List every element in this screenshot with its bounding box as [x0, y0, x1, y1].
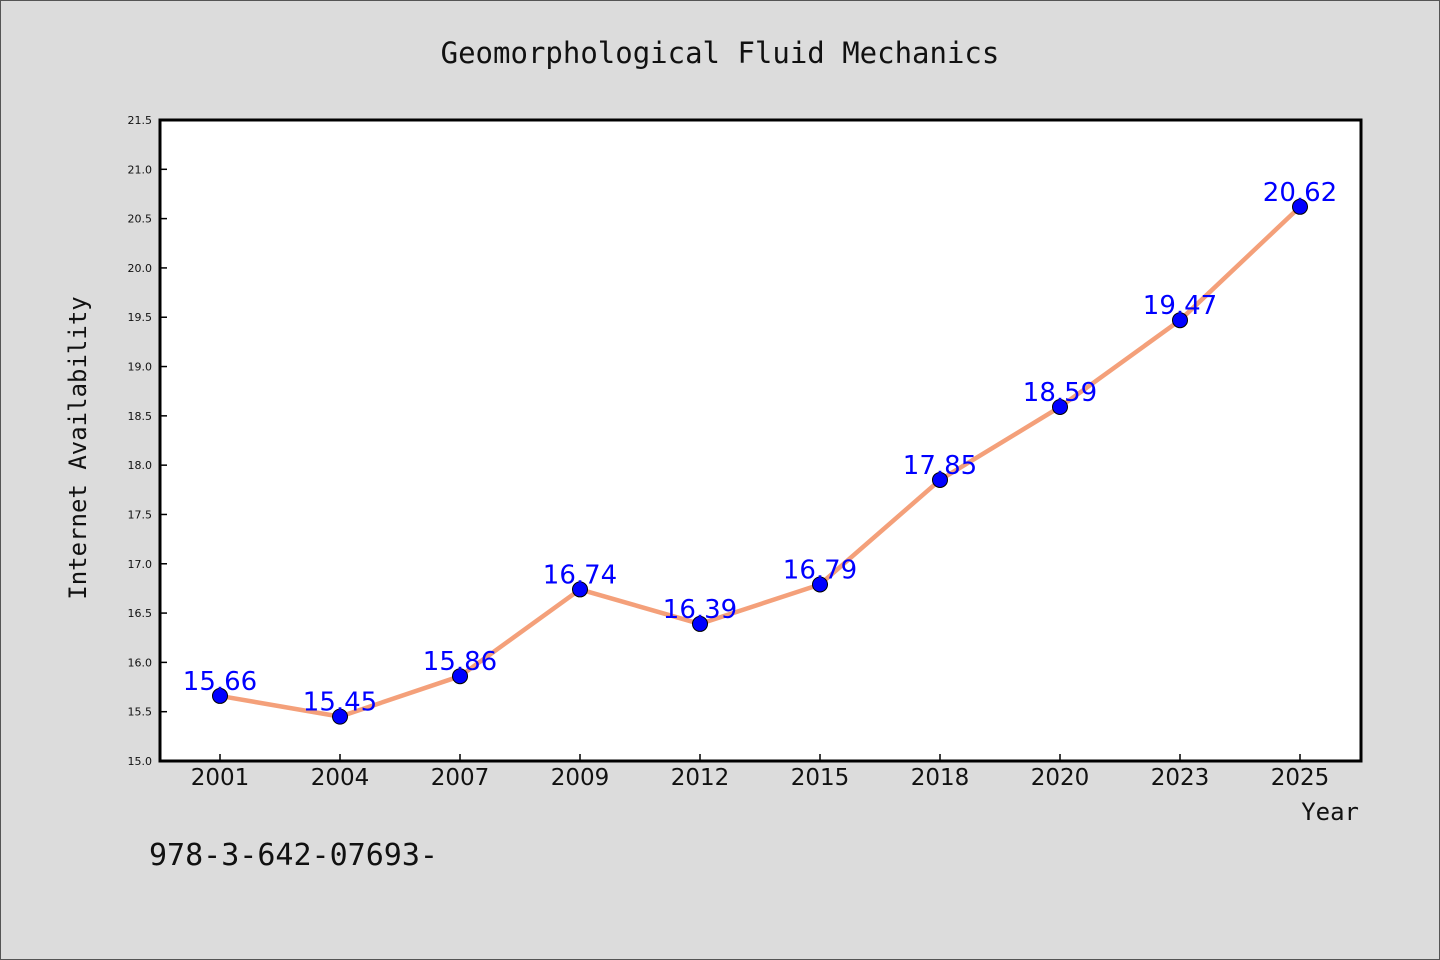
x-tick-label: 2007 [431, 765, 490, 791]
y-tick-label: 19.0 [128, 361, 153, 374]
data-label: 15.66 [183, 667, 257, 697]
data-label: 17.85 [903, 451, 977, 481]
data-label: 20.62 [1263, 178, 1337, 208]
y-tick-label: 17.5 [128, 508, 153, 521]
x-axis: 2001 2004 2007 2009 2012 2015 2018 2020 2023 2025 [191, 754, 1330, 791]
data-point-marker [1172, 312, 1188, 329]
x-tick-label: 2009 [551, 765, 610, 791]
series-layer [212, 198, 1308, 725]
data-label: 16.79 [783, 555, 857, 585]
y-tick-label: 18.0 [128, 459, 153, 472]
data-point-marker [812, 576, 828, 593]
data-label: 16.39 [663, 595, 737, 625]
x-tick-label: 2025 [1271, 765, 1330, 791]
data-point-marker [1052, 398, 1068, 415]
y-axis: 15.0 15.5 16.0 16.5 17.0 17.5 18.0 18.5 19.0 19.5… [128, 114, 167, 768]
x-tick-label: 2015 [791, 765, 850, 791]
x-tick-label: 2020 [1031, 765, 1090, 791]
data-point-marker [1292, 198, 1308, 215]
data-point-marker [332, 708, 348, 725]
y-tick-label: 15.0 [128, 755, 153, 768]
series-line [217, 204, 1303, 719]
y-axis-label: Internet Availability [64, 296, 92, 599]
data-label: 15.86 [423, 647, 497, 677]
x-tick-label: 2018 [911, 765, 970, 791]
y-tick-label: 18.5 [128, 410, 153, 423]
data-label: 15.45 [303, 688, 377, 718]
x-tick-label: 2004 [311, 765, 370, 791]
y-tick-label: 21.0 [128, 163, 153, 176]
footer-text: 978-3-642-07693- [149, 838, 438, 873]
data-label: 18.59 [1023, 378, 1097, 408]
y-tick-label: 16.5 [128, 607, 153, 620]
y-tick-label: 15.5 [128, 706, 153, 719]
y-tick-label: 16.0 [128, 656, 153, 669]
data-point-marker [692, 615, 708, 632]
data-point-marker [572, 581, 588, 598]
data-point-marker [212, 687, 228, 704]
x-axis-label: Year [1301, 798, 1359, 826]
y-tick-label: 17.0 [128, 558, 153, 571]
y-tick-label: 20.5 [128, 213, 153, 226]
y-tick-label: 20.0 [128, 262, 153, 275]
data-point-marker [452, 668, 468, 685]
x-tick-label: 2023 [1151, 765, 1210, 791]
y-tick-label: 21.5 [128, 114, 153, 127]
chart-title: Geomorphological Fluid Mechanics [441, 36, 1000, 70]
data-label: 19.47 [1143, 291, 1217, 321]
x-tick-label: 2001 [191, 765, 250, 791]
plot-area [158, 118, 1363, 763]
y-tick-label: 19.5 [128, 311, 153, 324]
x-tick-label: 2012 [671, 765, 730, 791]
data-label-layer: 15.66 15.45 15.86 16.74 16.39 16.79 17.85 18.59… [183, 178, 1337, 718]
data-point-marker [932, 471, 948, 488]
data-label: 16.74 [543, 560, 617, 590]
